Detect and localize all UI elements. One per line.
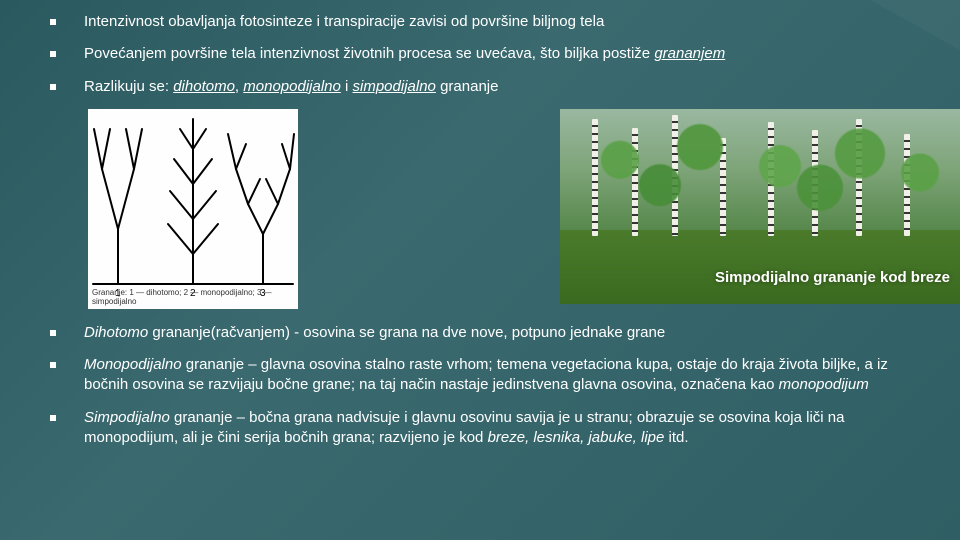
- images-row: 123 Grananje: 1 — dihotomo; 2 — monopodi…: [88, 109, 920, 309]
- text-run: i: [341, 78, 353, 95]
- text-run: Dihotomo: [84, 324, 148, 341]
- text-run: monopodijalno: [243, 78, 341, 95]
- bullet-text: Monopodijalno grananje – glavna osovina …: [84, 355, 920, 396]
- text-run: Intenzivnost obavljanja fotosinteze i tr…: [84, 13, 604, 30]
- bullet-dot-icon: [50, 362, 56, 368]
- bullet-dot-icon: [50, 330, 56, 336]
- bullet-item: Dihotomo grananje(račvanjem) - osovina s…: [40, 323, 920, 343]
- text-run: grananjem: [654, 45, 725, 62]
- branching-diagram-svg: 123: [88, 109, 298, 309]
- diagram-caption: Grananje: 1 — dihotomo; 2 — monopodijaln…: [92, 289, 294, 307]
- bullet-item: Simpodijalno grananje – bočna grana nadv…: [40, 408, 920, 449]
- bullet-text: Intenzivnost obavljanja fotosinteze i tr…: [84, 12, 920, 32]
- text-run: grananje – bočna grana nadvisuje i glavn…: [84, 409, 844, 446]
- photo-label: Simpodijalno grananje kod breze: [715, 269, 950, 286]
- corner-accent: [870, 0, 960, 50]
- bullets-top: Intenzivnost obavljanja fotosinteze i tr…: [40, 12, 920, 97]
- text-run: ,: [235, 78, 243, 95]
- bullet-item: Intenzivnost obavljanja fotosinteze i tr…: [40, 12, 920, 32]
- text-run: Razlikuju se:: [84, 78, 173, 95]
- text-run: breze, lesnika, jabuke, lipe: [488, 429, 665, 446]
- photo-foliage: [560, 109, 960, 236]
- text-run: Monopodijalno: [84, 356, 182, 373]
- photo-grass: [560, 230, 960, 304]
- bullet-item: Monopodijalno grananje – glavna osovina …: [40, 355, 920, 396]
- bullet-item: Povećanjem površine tela intenzivnost ži…: [40, 44, 920, 64]
- slide: Intenzivnost obavljanja fotosinteze i tr…: [0, 0, 960, 540]
- branching-diagram: 123 Grananje: 1 — dihotomo; 2 — monopodi…: [88, 109, 298, 309]
- bullet-dot-icon: [50, 84, 56, 90]
- text-run: grananje: [436, 78, 499, 95]
- text-run: Simpodijalno: [84, 409, 170, 426]
- bullet-text: Povećanjem površine tela intenzivnost ži…: [84, 44, 920, 64]
- bullet-dot-icon: [50, 19, 56, 25]
- bullet-text: Simpodijalno grananje – bočna grana nadv…: [84, 408, 920, 449]
- bullet-text: Dihotomo grananje(račvanjem) - osovina s…: [84, 323, 920, 343]
- text-run: grananje – glavna osovina stalno raste v…: [84, 356, 888, 393]
- text-run: dihotomo: [173, 78, 235, 95]
- text-run: grananje(račvanjem) - osovina se grana n…: [148, 324, 665, 341]
- text-run: itd.: [664, 429, 688, 446]
- text-run: monopodijum: [779, 376, 869, 393]
- text-run: simpodijalno: [353, 78, 436, 95]
- photo-wrap: Simpodijalno grananje kod breze: [560, 109, 960, 304]
- birch-photo: Simpodijalno grananje kod breze: [560, 109, 960, 304]
- text-run: Povećanjem površine tela intenzivnost ži…: [84, 45, 654, 62]
- bullet-text: Razlikuju se: dihotomo, monopodijalno i …: [84, 77, 920, 97]
- bullet-dot-icon: [50, 51, 56, 57]
- bullet-dot-icon: [50, 415, 56, 421]
- bullets-bottom: Dihotomo grananje(račvanjem) - osovina s…: [40, 323, 920, 448]
- bullet-item: Razlikuju se: dihotomo, monopodijalno i …: [40, 77, 920, 97]
